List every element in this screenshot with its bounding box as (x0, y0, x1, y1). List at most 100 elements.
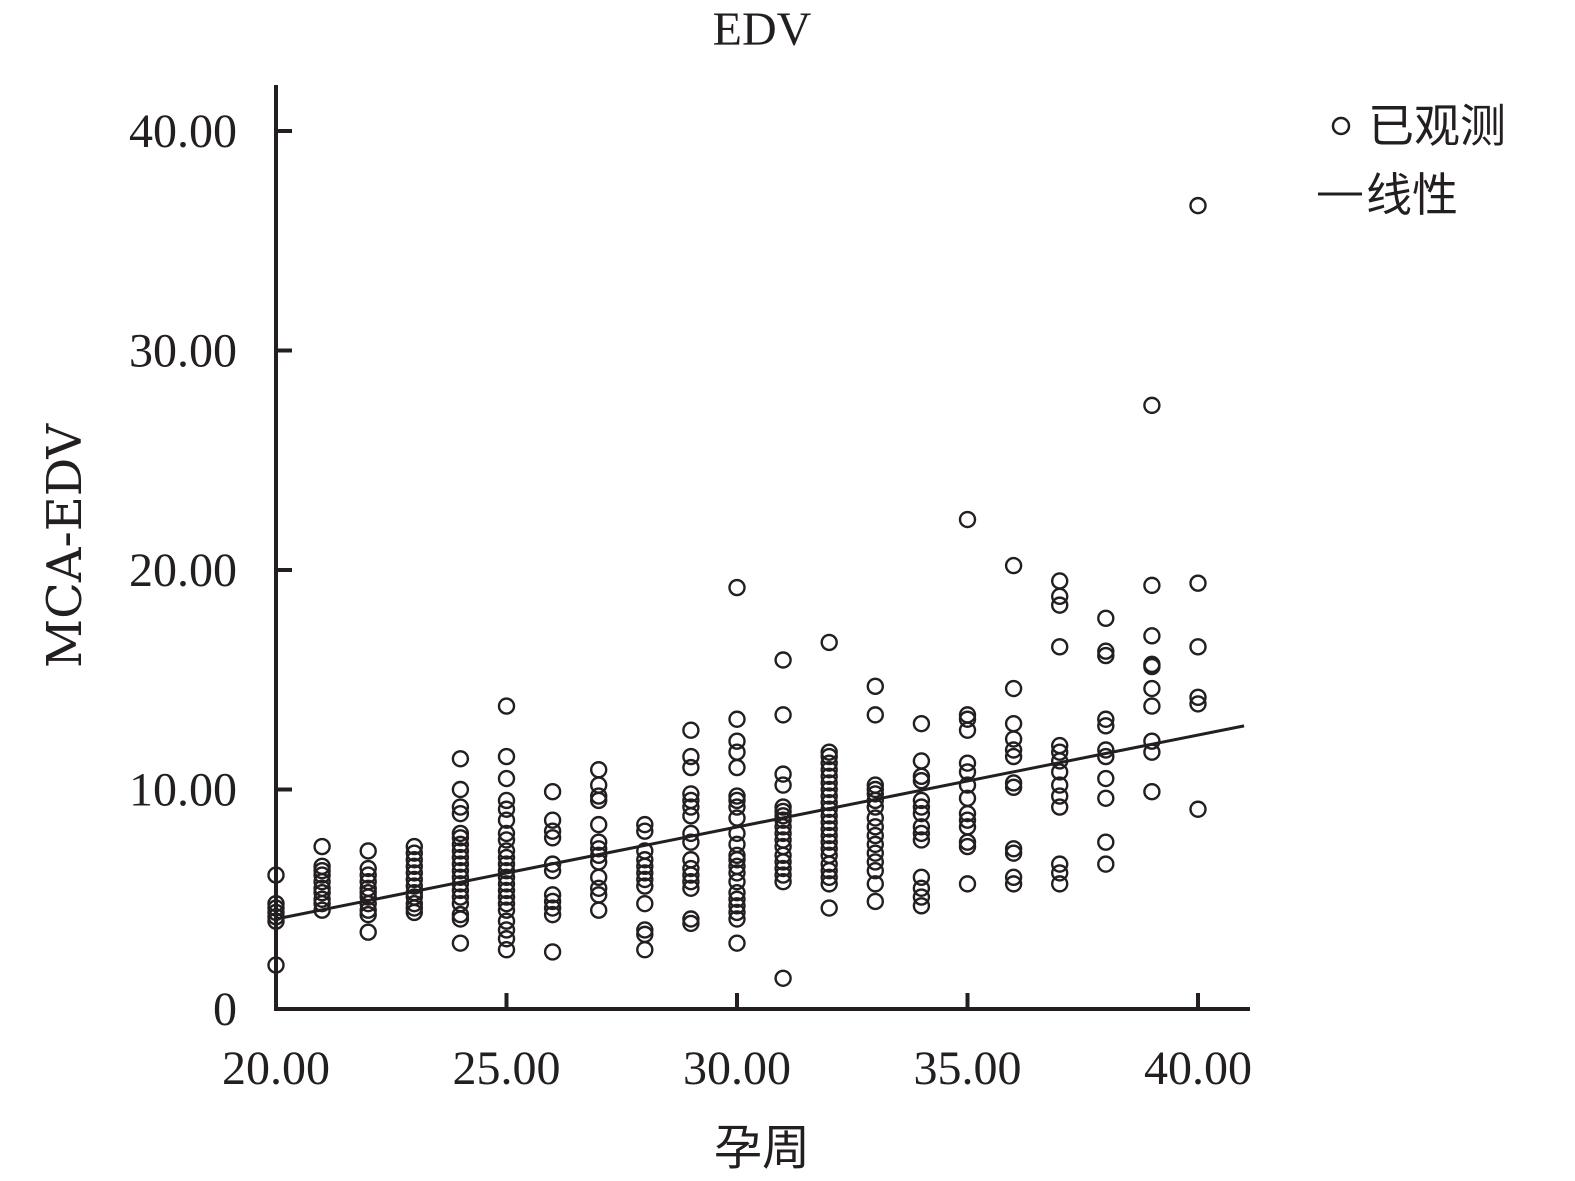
data-point (497, 842, 516, 860)
data-point (1143, 732, 1161, 750)
data-point (866, 818, 884, 836)
data-point (451, 750, 470, 768)
data-point (451, 848, 470, 867)
data-point (912, 818, 931, 836)
chart-title: EDV (713, 3, 812, 56)
data-point (451, 888, 470, 906)
data-point (359, 888, 377, 906)
data-point (820, 875, 838, 893)
data-point (1050, 638, 1069, 656)
y-tick-label: 10.00 (129, 764, 237, 817)
data-point (590, 840, 608, 858)
data-point (866, 835, 884, 854)
data-point (820, 862, 838, 880)
data-point (774, 846, 792, 865)
data-point (1050, 855, 1069, 873)
data-point (451, 862, 470, 880)
data-point (313, 872, 331, 891)
data-point (728, 732, 746, 750)
data-point (682, 824, 700, 843)
data-point (820, 833, 838, 851)
data-point (912, 772, 931, 790)
data-point (774, 866, 792, 884)
data-point (1004, 844, 1023, 862)
data-point (866, 809, 884, 827)
data-point (1050, 875, 1069, 893)
data-point (728, 743, 746, 761)
data-point (359, 866, 377, 884)
data-point (866, 791, 884, 810)
data-point (958, 754, 977, 772)
data-point (497, 868, 516, 886)
data-point (912, 897, 931, 915)
data-point (1050, 864, 1069, 882)
data-point (1097, 855, 1115, 873)
data-point (820, 807, 838, 825)
data-point (451, 798, 470, 816)
data-point (1189, 574, 1207, 592)
data-point (820, 855, 838, 873)
data-point (405, 870, 423, 889)
data-point (451, 829, 470, 847)
data-point (866, 892, 884, 911)
data-point (774, 824, 792, 843)
data-point (1143, 396, 1161, 415)
data-point (543, 886, 562, 904)
data-point (958, 763, 977, 781)
data-point (359, 905, 377, 924)
data-point (543, 862, 562, 880)
x-tick-label: 25.00 (453, 1042, 561, 1095)
data-point (497, 824, 516, 843)
data-point (1189, 196, 1207, 215)
data-point (497, 791, 516, 810)
data-point (820, 793, 838, 812)
data-point (912, 798, 931, 816)
data-point (866, 826, 884, 845)
data-point (820, 868, 838, 886)
data-point (1189, 638, 1207, 656)
data-point (1004, 875, 1023, 893)
x-tick-label: 40.00 (1144, 1042, 1252, 1095)
data-point (1050, 787, 1069, 805)
data-point (451, 780, 470, 799)
data-point (497, 901, 516, 919)
data-point (497, 941, 516, 959)
data-point (1097, 717, 1115, 735)
data-point (497, 747, 516, 766)
data-point (1050, 776, 1069, 794)
data-point (728, 883, 746, 902)
legend: 已观测 线性 (1318, 99, 1506, 222)
data-point (313, 866, 331, 884)
data-point (636, 851, 654, 869)
data-point (451, 910, 470, 928)
data-point (636, 864, 654, 882)
data-point (590, 791, 608, 810)
data-point (497, 888, 516, 906)
data-point (405, 864, 423, 882)
data-point (405, 844, 423, 862)
data-point (774, 811, 792, 829)
data-point (1050, 752, 1069, 770)
data-point (1097, 833, 1115, 851)
data-point (728, 578, 746, 597)
data-point (636, 822, 654, 840)
legend-marker-observed (1331, 116, 1351, 136)
data-point (728, 934, 746, 952)
data-point (497, 875, 516, 893)
data-point (636, 877, 654, 895)
data-point (774, 818, 792, 836)
data-point (590, 868, 608, 886)
y-tick-label: 0 (213, 983, 237, 1036)
data-point (497, 881, 516, 900)
data-point (820, 754, 838, 772)
data-point (820, 813, 838, 832)
data-point (636, 941, 654, 959)
data-point (912, 824, 931, 843)
data-point (1143, 576, 1161, 595)
data-point (451, 804, 470, 823)
regression-line (275, 724, 1245, 921)
data-point (590, 761, 608, 779)
data-point (359, 894, 377, 913)
data-point (820, 780, 838, 799)
data-point (405, 851, 423, 869)
